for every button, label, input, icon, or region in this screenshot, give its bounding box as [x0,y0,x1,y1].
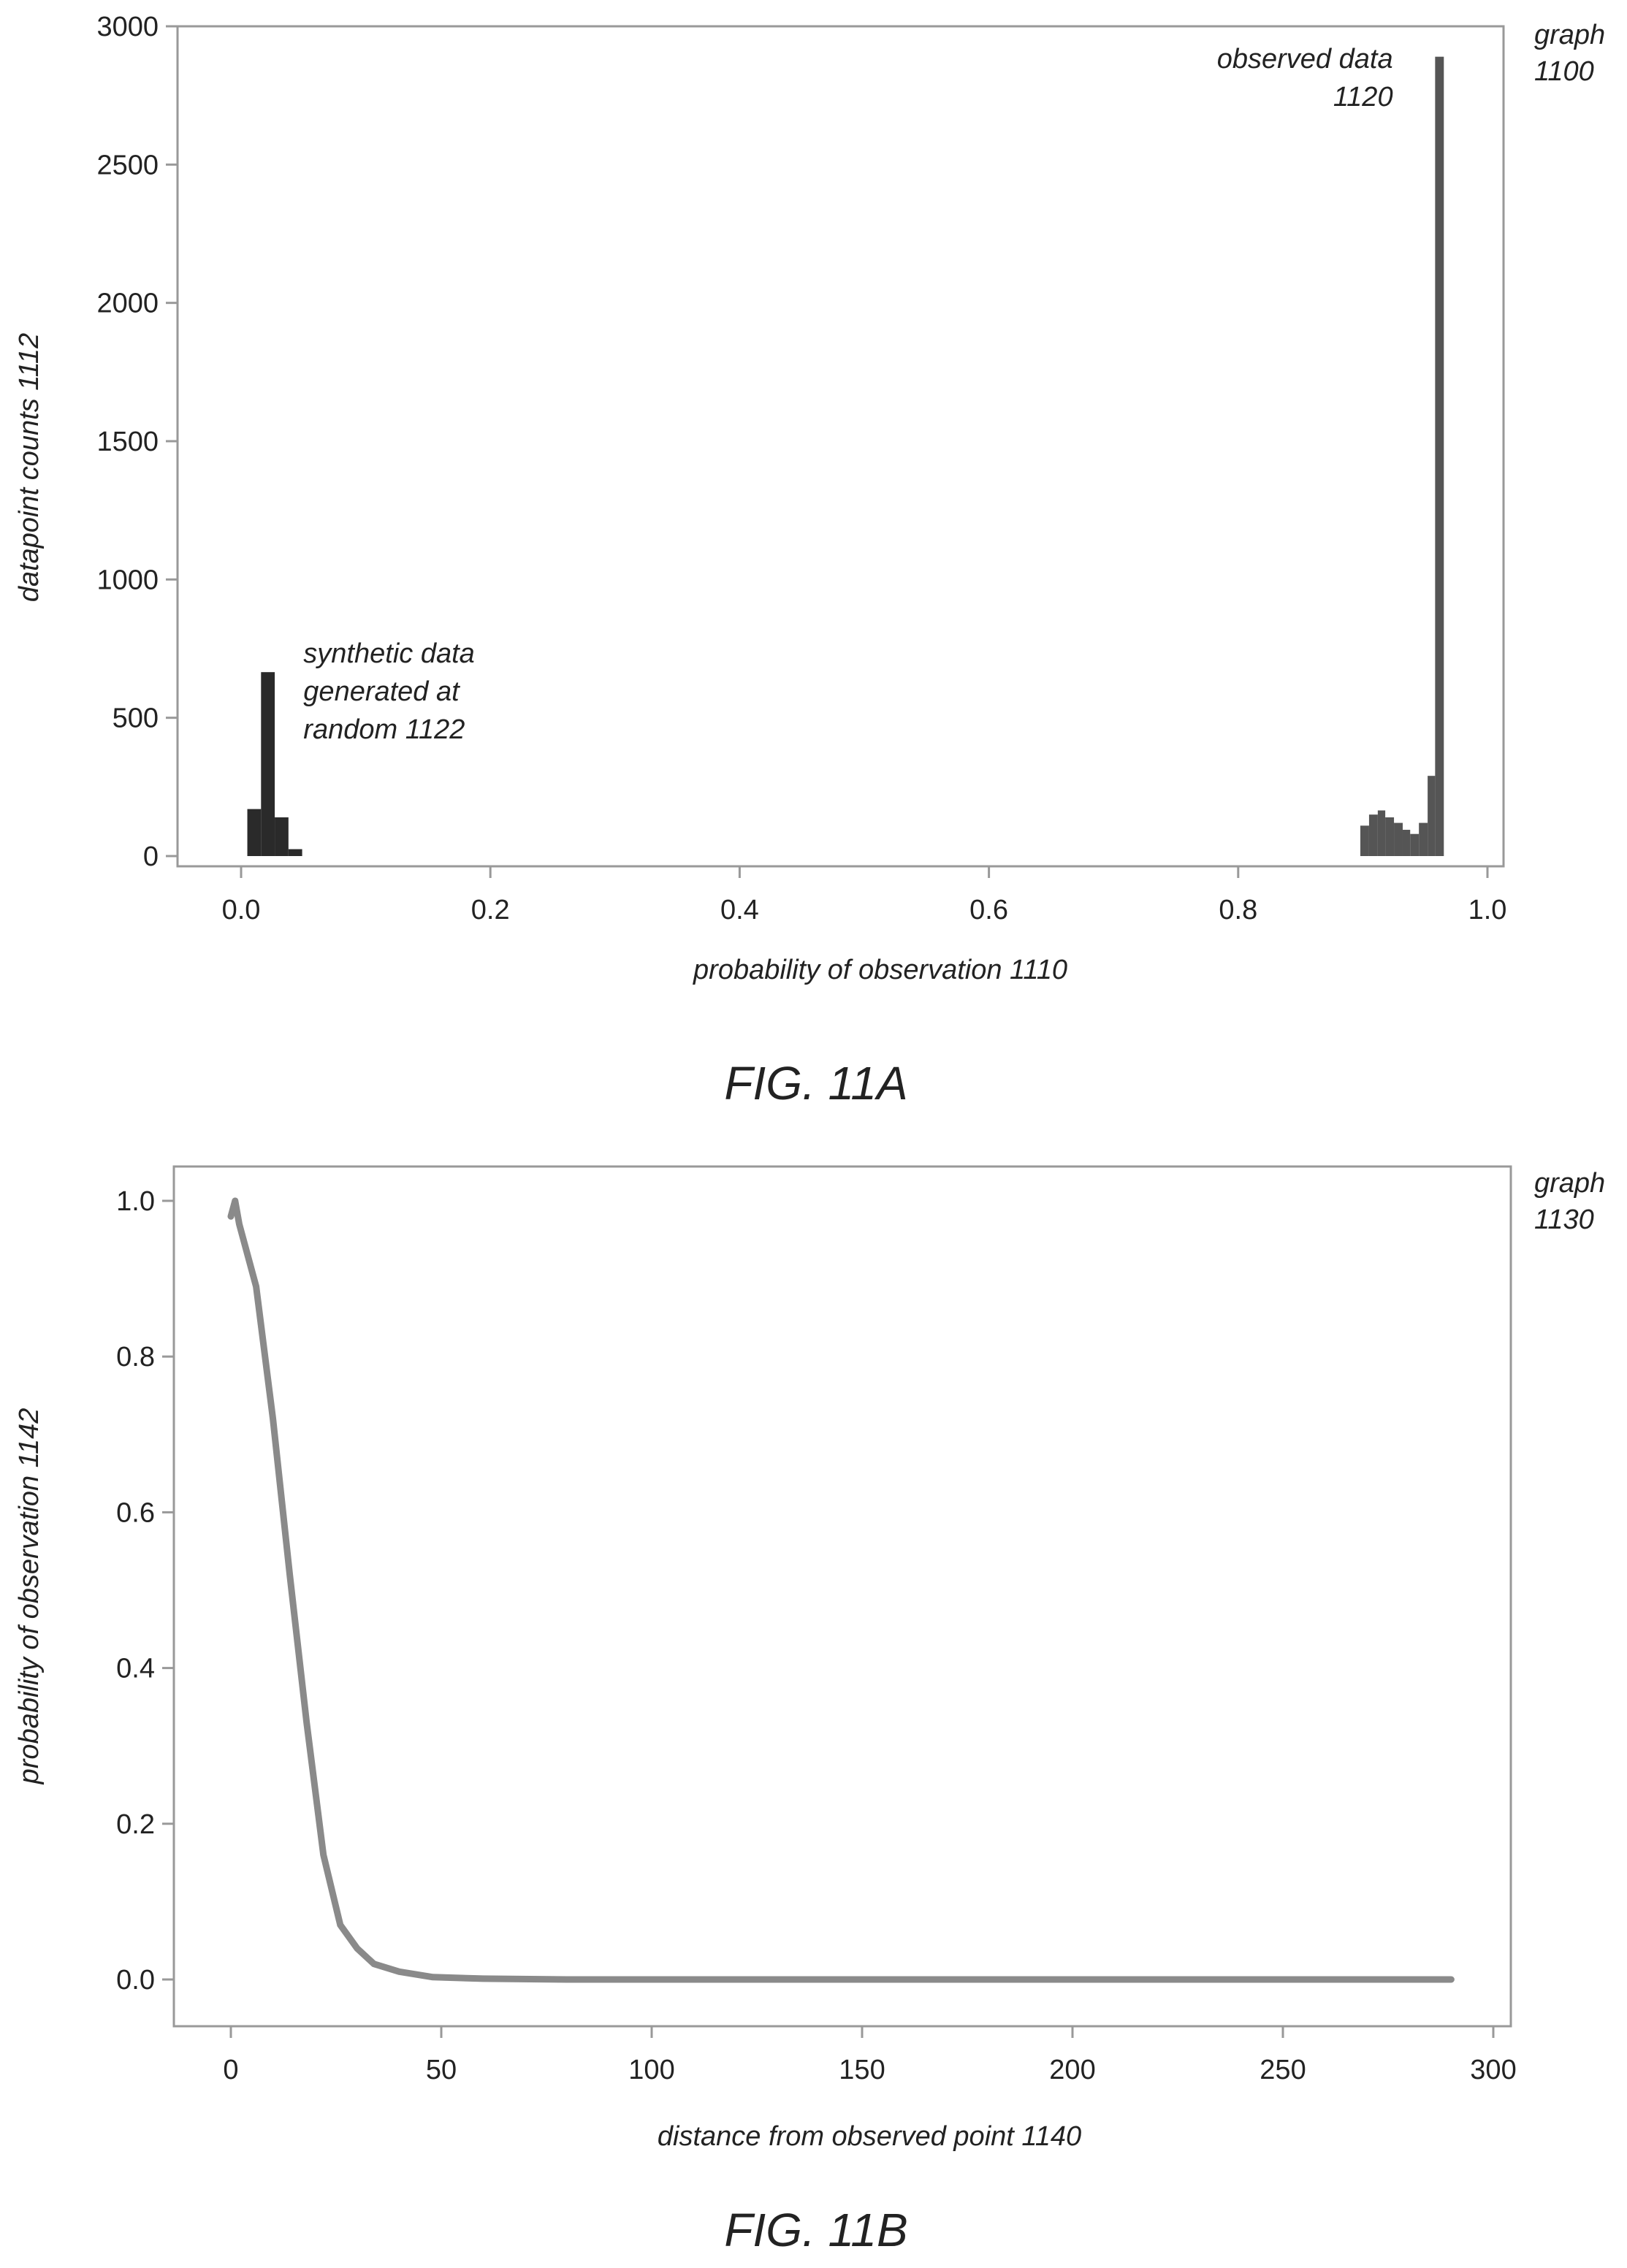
histogram-bar [1402,830,1411,856]
x-tick-label: 150 [839,2055,885,2085]
histogram-bar [288,849,302,856]
histogram-bar [1419,822,1428,856]
curve-point [397,1970,400,1973]
graph-label-11a-line2: 1100 [1534,56,1594,87]
graph-label-11b-line1: graph [1534,1168,1605,1199]
x-axis-11b: 0 50 100 150 200 250 300 [223,2026,1517,2085]
data-annotation-line: synthetic data [303,638,474,669]
y-tick-label: 500 [113,703,159,734]
curve-point [305,1721,308,1724]
graph-label-11b-line2: 1130 [1534,1204,1594,1235]
probability-curve [227,1197,1455,1983]
annotations-11a: synthetic data generated at random 1122 obs… [303,44,1392,745]
curve-point [339,1923,342,1926]
curve-point [289,1573,292,1576]
curve-point [229,1215,232,1218]
y-tick-label: 2000 [96,289,159,319]
histogram-bar [247,809,262,856]
y-axis-title-11a: datapoint counts 1112 [14,333,45,602]
x-axis-title-11b: distance from observed point 1140 [658,2121,1081,2152]
y-tick-label: 2500 [96,150,159,180]
y-tick-label: 0.4 [116,1654,155,1684]
plot-frame-11b [172,1165,1512,2028]
line-chart-11b: 0.0 0.2 0.4 0.6 0.8 1.0 0 50 100 150 200 250 300 di… [14,1165,1605,2256]
curve-point [234,1199,237,1202]
y-tick-label: 0.6 [116,1497,155,1528]
histogram-bar [1394,822,1403,856]
histogram-bar [1428,776,1436,856]
x-tick-label: 0.4 [720,895,759,925]
curve-point [238,1223,241,1226]
x-axis-11a: 0.0 0.2 0.4 0.6 0.8 1.0 [222,866,1507,925]
x-tick-label: 200 [1049,2055,1095,2085]
histogram-bar [261,672,275,856]
y-axis-title-11b: probability of observation 1142 [14,1408,45,1785]
data-annotation-line: 1120 [1333,82,1393,112]
x-tick-label: 0.6 [969,895,1008,925]
figure-caption-11b: FIG. 11B [724,2204,907,2256]
curve-point [356,1947,359,1950]
histogram-bar [1435,56,1444,857]
y-tick-label: 0.2 [116,1809,155,1840]
series-lines-11b [227,1197,1455,1983]
curve-point [734,1978,737,1981]
histogram-bars-11a [247,56,1444,857]
curve-point [566,1978,569,1981]
y-tick-label: 0.8 [116,1342,155,1372]
curve-point [1239,1978,1242,1981]
curve-point [322,1853,325,1856]
figure-caption-11a: FIG. 11A [724,1057,907,1110]
curve-point [1071,1978,1074,1981]
histogram-bar [1377,810,1386,856]
x-tick-label: 0 [223,2055,238,2085]
y-axis-11a: 0 500 1000 1500 2000 2500 3000 [96,12,178,872]
x-tick-label: 0.2 [471,895,510,925]
y-tick-label: 1.0 [116,1186,155,1217]
x-tick-label: 50 [426,2055,457,2085]
y-tick-label: 1500 [96,427,159,457]
histogram-bar [1368,814,1378,856]
x-tick-label: 300 [1470,2055,1516,2085]
x-tick-label: 1.0 [1468,895,1507,925]
y-tick-label: 1000 [96,565,159,595]
histogram-bar [1410,833,1420,856]
curve-point [431,1976,434,1979]
x-tick-label: 100 [628,2055,674,2085]
histogram-bar [1385,817,1395,856]
x-tick-label: 250 [1260,2055,1306,2085]
data-annotation-line: generated at [303,676,460,707]
data-annotation-line: random 1122 [303,714,465,745]
curve-point [903,1978,906,1981]
curve-point [482,1977,485,1980]
plot-frame-11a [176,25,1505,868]
curve-point [373,1963,376,1966]
curve-point [1449,1978,1452,1981]
y-tick-label: 3000 [96,12,159,42]
y-tick-label: 0.0 [116,1965,155,1996]
graph-label-11a-line1: graph [1534,20,1605,50]
histogram-bar [275,817,289,856]
curve-point [272,1417,275,1420]
y-tick-label: 0 [143,841,159,872]
x-tick-label: 0.8 [1219,895,1257,925]
curve-point [255,1285,258,1288]
histogram-bar [1360,825,1369,856]
data-annotation-line: observed data [1217,44,1393,75]
y-axis-11b: 0.0 0.2 0.4 0.6 0.8 1.0 [116,1186,174,1996]
histogram-chart-11a: 0 500 1000 1500 2000 2500 3000 0.0 0.2 0.4 0.6 0.8… [14,12,1605,1110]
x-axis-title-11a: probability of observation 1110 [693,955,1067,985]
x-tick-label: 0.0 [222,895,261,925]
